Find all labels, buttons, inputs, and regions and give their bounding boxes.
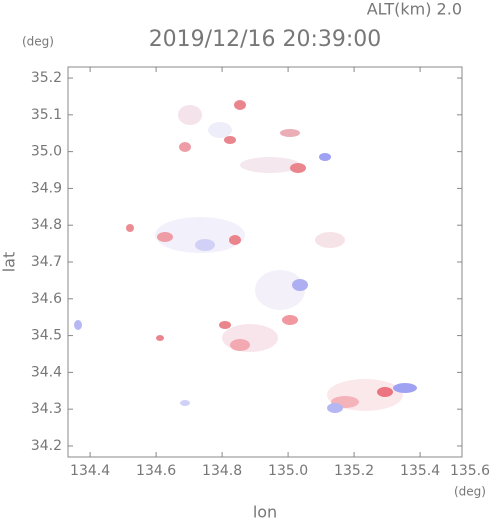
title: 2019/12/16 20:39:00 [149, 27, 382, 52]
y-tick-label: 34.4 [31, 364, 62, 380]
y-tick-label: 34.6 [31, 291, 62, 307]
x-tick-label: 134.8 [202, 463, 242, 479]
y-tick-label: 35.1 [31, 107, 62, 123]
echoes [74, 100, 417, 413]
y-tick-label: 35.0 [31, 144, 62, 160]
y-unit: (deg) [22, 35, 54, 49]
x-tick-label: 135.2 [334, 463, 374, 479]
y-tick-label: 35.2 [31, 70, 62, 86]
y-tick-label: 34.7 [31, 254, 62, 270]
y-tick-label: 34.2 [31, 438, 62, 454]
y-tick-label: 34.5 [31, 328, 62, 344]
x-label: lon [253, 503, 277, 522]
y-tick-label: 34.8 [31, 217, 62, 233]
y-label: lat [0, 252, 19, 273]
y-tick-label: 34.9 [31, 180, 62, 196]
x-tick-label: 134.4 [70, 463, 110, 479]
x-tick-label: 135.4 [400, 463, 440, 479]
subtitle: ALT(km) 2.0 [367, 0, 462, 19]
x-unit: (deg) [454, 485, 486, 499]
y-tick-label: 34.3 [31, 401, 62, 417]
x-tick-label: 135.0 [268, 463, 308, 479]
x-tick-label: 134.6 [136, 463, 176, 479]
x-tick-label: 135.6 [450, 463, 490, 479]
plot-frame [67, 66, 463, 458]
